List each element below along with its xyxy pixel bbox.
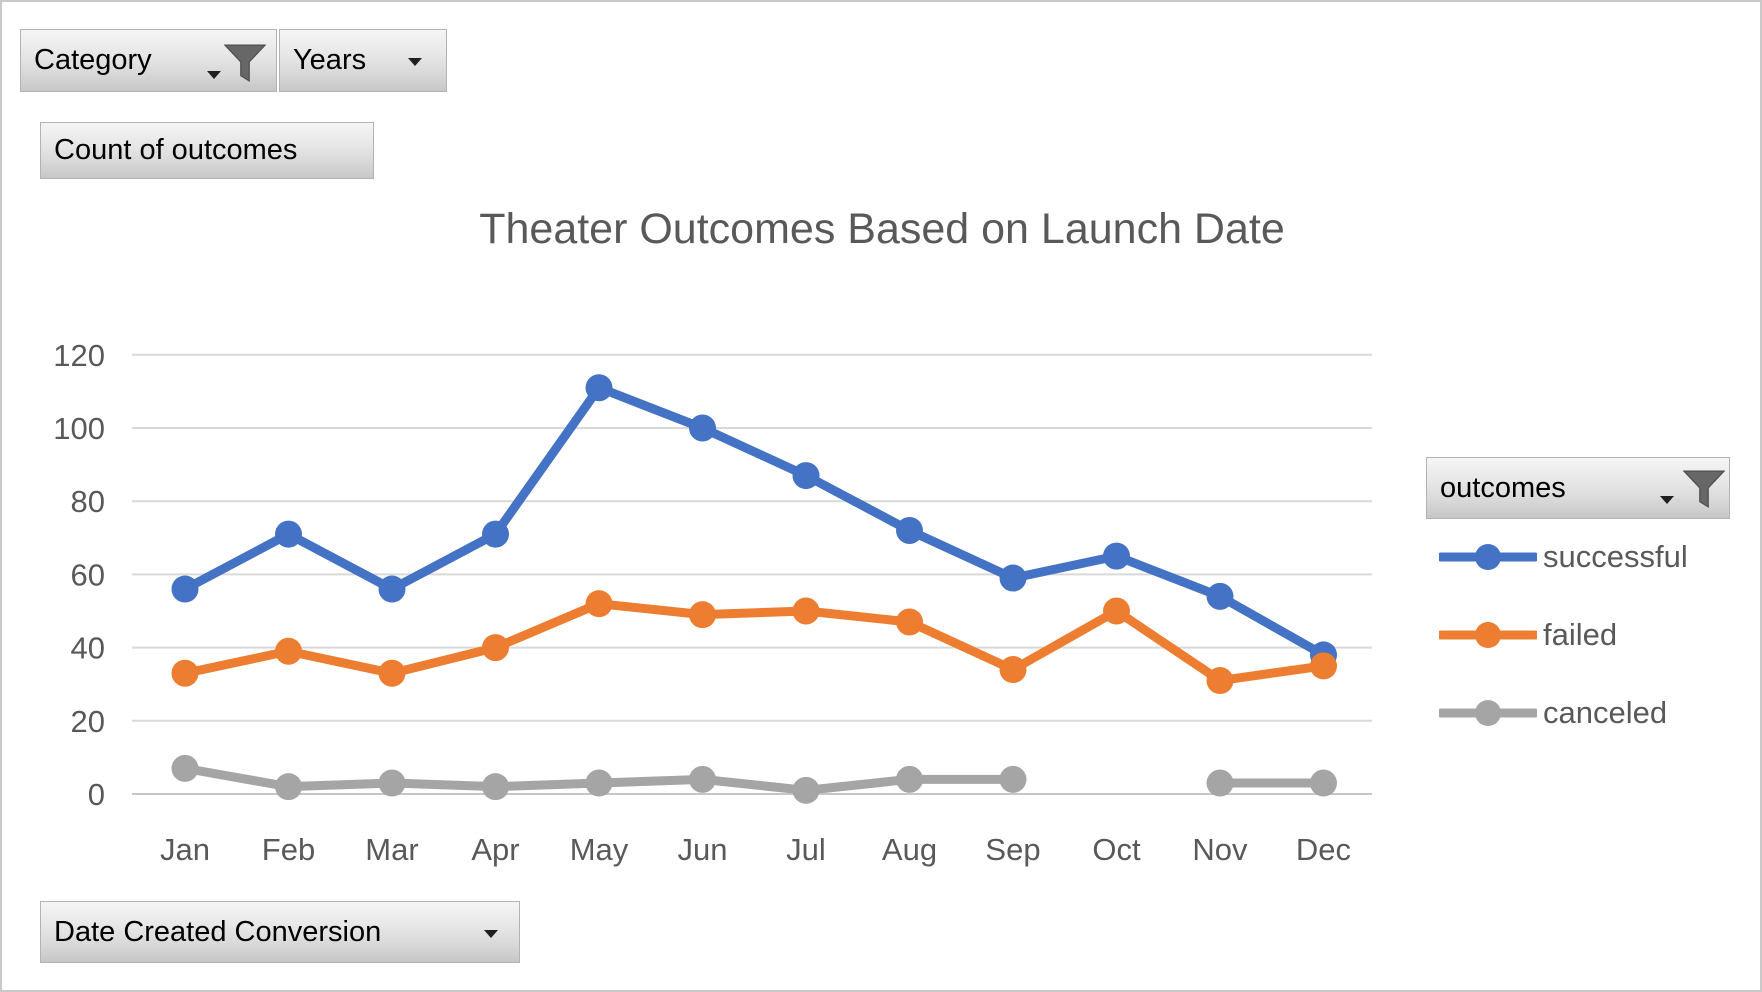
canceled-point-Jul [792, 776, 820, 804]
x-tick-label: Nov [1192, 832, 1248, 867]
successful-point-Aug [896, 516, 923, 544]
successful-line [180, 383, 1328, 660]
legend-label-canceled: canceled [1543, 695, 1668, 730]
legend-label-failed: failed [1543, 617, 1618, 652]
successful-point-Mar [378, 575, 406, 603]
failed-point-Aug [896, 608, 923, 636]
x-tick-label: Aug [882, 832, 937, 867]
x-tick-label: May [570, 832, 629, 867]
x-tick-label: Jun [678, 832, 728, 867]
successful-point-Nov [1206, 582, 1234, 610]
legend-marker-canceled [1439, 700, 1537, 726]
x-tick-label: Jan [160, 832, 210, 867]
chevron-down-icon [408, 58, 422, 66]
filter-funnel-icon [224, 44, 266, 82]
legend-item-successful: successful [1439, 539, 1688, 574]
values-field-label: Count of outcomes [54, 134, 298, 166]
y-tick-label: 20 [71, 704, 105, 739]
canceled-point-Mar [378, 769, 406, 797]
values-field-button[interactable]: Count of outcomes [40, 122, 374, 179]
legend-label-successful: successful [1543, 539, 1688, 574]
years-filter-label: Years [293, 44, 367, 76]
x-tick-label: Dec [1296, 832, 1351, 867]
x-tick-label: Jul [786, 832, 826, 867]
failed-point-Jan [171, 659, 199, 687]
successful-point-Sep [999, 564, 1027, 592]
axis-field-button[interactable]: Date Created Conversion [40, 901, 520, 963]
legend-item-failed: failed [1439, 617, 1618, 652]
y-tick-label: 40 [71, 631, 105, 666]
y-tick-label: 120 [53, 338, 105, 373]
successful-point-Jul [792, 462, 820, 490]
failed-point-Feb [275, 637, 302, 665]
years-filter-button[interactable]: Years [279, 29, 447, 92]
legend-marker-successful [1439, 544, 1537, 570]
canceled-point-Dec [1310, 769, 1337, 797]
y-tick-label: 0 [88, 777, 105, 812]
x-tick-label: Mar [365, 832, 418, 867]
outcomes-filter-label: outcomes [1440, 471, 1566, 504]
filter-funnel-icon [1683, 470, 1725, 508]
outcomes-filter-button[interactable]: outcomes [1426, 457, 1730, 519]
x-tick-label: Oct [1092, 832, 1141, 867]
failed-point-Mar [378, 659, 406, 687]
failed-point-Oct [1103, 597, 1130, 625]
failed-point-Jun [689, 601, 716, 629]
failed-point-Jul [792, 597, 820, 625]
canceled-point-Jun [689, 765, 716, 793]
category-filter-label: Category [34, 44, 152, 76]
y-tick-label: 100 [53, 411, 105, 446]
legend-marker-failed [1439, 622, 1537, 648]
y-tick-label: 80 [71, 484, 105, 519]
successful-point-Feb [275, 520, 302, 548]
failed-line [180, 599, 1328, 686]
successful-point-Jun [689, 414, 716, 442]
successful-point-Apr [482, 520, 509, 548]
canceled-point-Aug [896, 765, 923, 793]
canceled-point-Nov [1206, 769, 1234, 797]
canceled-point-May [585, 769, 613, 797]
failed-point-Nov [1206, 667, 1234, 695]
successful-point-Oct [1103, 542, 1130, 570]
successful-point-May [585, 374, 613, 402]
x-tick-label: Apr [471, 832, 519, 867]
failed-point-May [585, 590, 613, 618]
chevron-down-icon [207, 71, 221, 79]
x-tick-label: Feb [262, 832, 315, 867]
x-tick-label: Sep [985, 832, 1040, 867]
axis-field-label: Date Created Conversion [54, 915, 382, 948]
canceled-point-Apr [482, 773, 509, 801]
canceled-point-Sep [999, 765, 1027, 793]
chart-title: Theater Outcomes Based on Launch Date [479, 205, 1285, 253]
canceled-point-Jan [171, 754, 199, 782]
failed-point-Apr [482, 634, 509, 662]
canceled-point-Feb [275, 773, 302, 801]
legend-item-canceled: canceled [1439, 695, 1668, 730]
chevron-down-icon [484, 930, 498, 938]
failed-point-Dec [1310, 652, 1337, 680]
chevron-down-icon [1660, 496, 1674, 504]
category-filter-button[interactable]: Category [20, 29, 277, 92]
y-tick-label: 60 [71, 557, 105, 592]
failed-point-Sep [999, 656, 1027, 684]
successful-point-Jan [171, 575, 199, 603]
